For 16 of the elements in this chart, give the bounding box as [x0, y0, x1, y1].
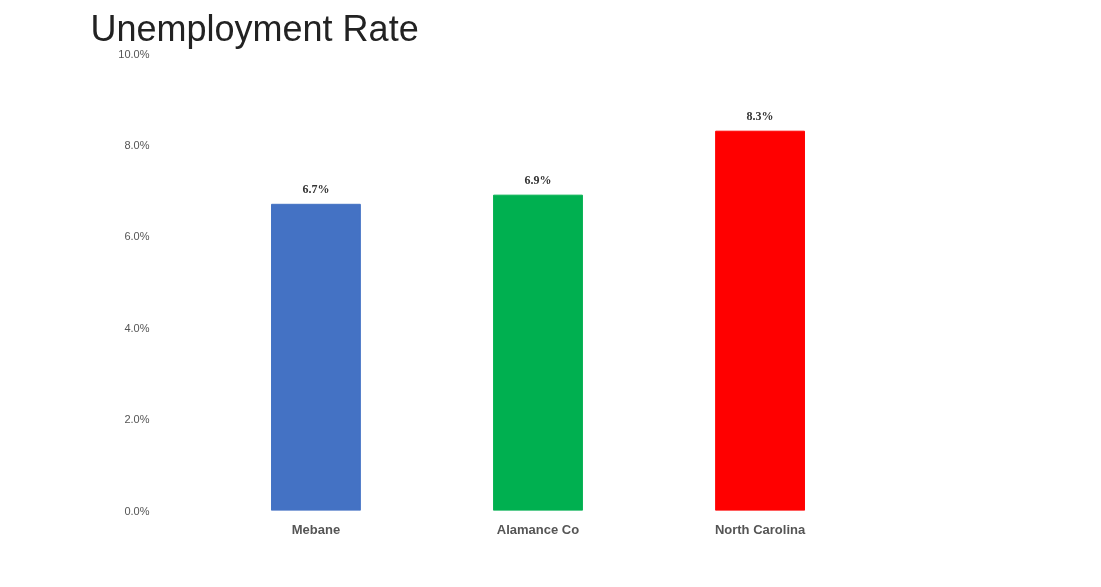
- bar: [493, 194, 583, 511]
- x-tick-label: Mebane: [291, 521, 341, 537]
- x-tick-label: Alamance Co: [496, 521, 580, 537]
- data-label: 6.9%: [524, 173, 552, 188]
- y-tick-label: 0.0%: [124, 504, 150, 517]
- y-tick-label: 4.0%: [124, 321, 150, 334]
- data-label: 8.3%: [746, 109, 774, 124]
- y-tick-label: 8.0%: [124, 138, 150, 151]
- x-tick-label: North Carolina: [714, 521, 806, 537]
- bar: [715, 130, 805, 511]
- data-label: 6.7%: [302, 182, 330, 197]
- y-tick-label: 6.0%: [124, 230, 150, 243]
- y-tick-label: 10.0%: [118, 47, 150, 60]
- y-tick-label: 2.0%: [124, 413, 150, 426]
- chart-title: Unemployment Rate: [90, 7, 419, 49]
- bar: [271, 203, 361, 511]
